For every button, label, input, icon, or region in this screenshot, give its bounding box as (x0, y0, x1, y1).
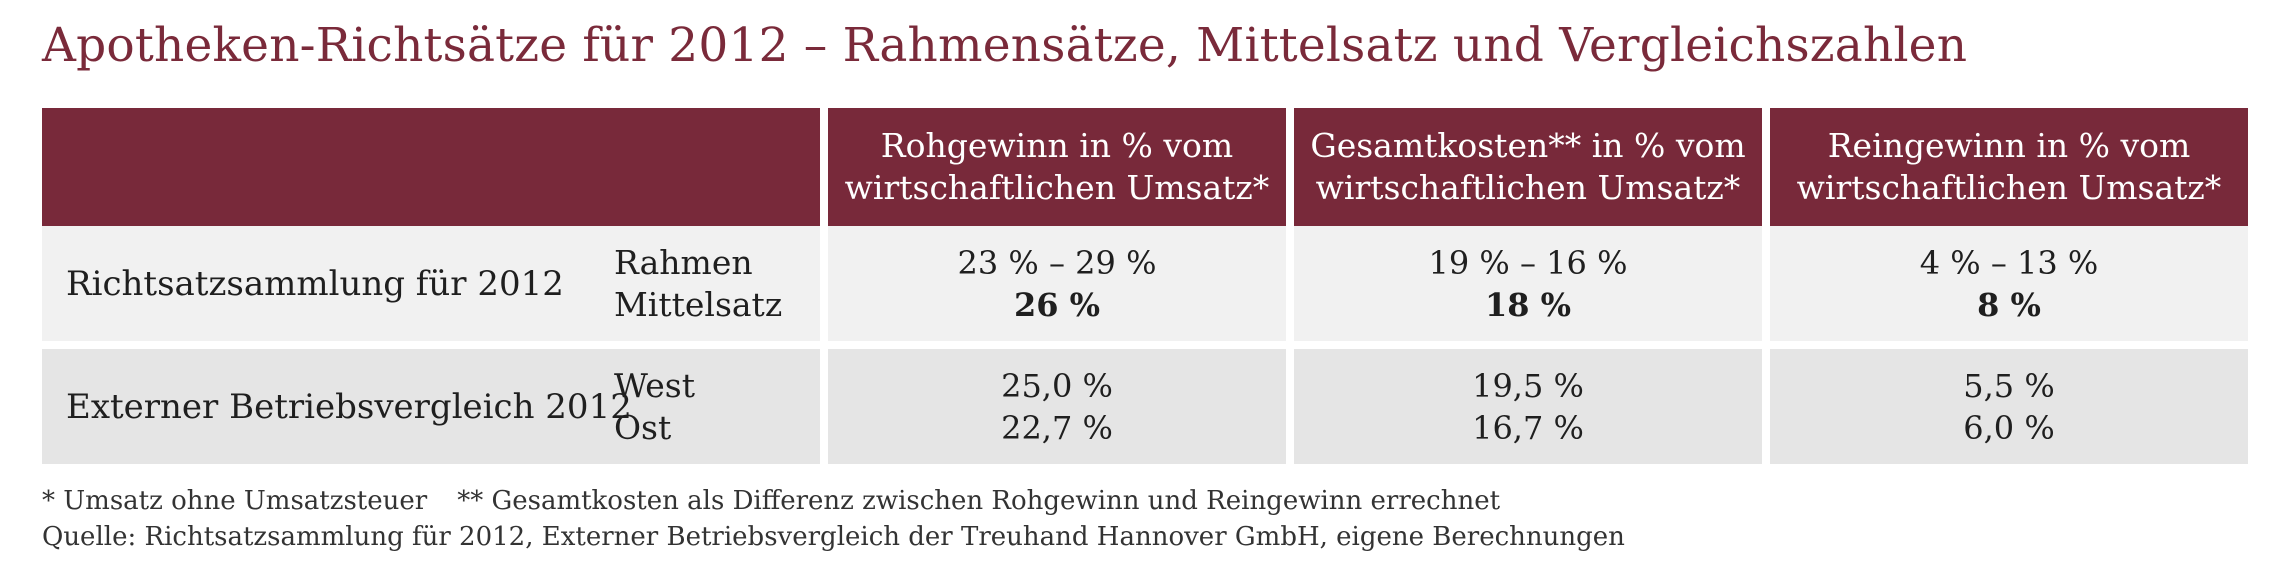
value-range: 4 % – 13 % (1919, 243, 2099, 282)
sublabel-mittelsatz: Mittelsatz (614, 284, 783, 324)
value-range: 23 % – 29 % (957, 243, 1157, 282)
data-table: Rohgewinn in % vom wirtschaftlichen Umsa… (42, 108, 2248, 464)
table-cell-gesamtkosten: 19 % – 16 % 18 % (1294, 226, 1762, 341)
row-sublabels: Rahmen Mittelsatz (614, 226, 782, 341)
value-ost: 6,0 % (1963, 408, 2055, 447)
value-mittelsatz: 8 % (1977, 285, 2041, 324)
value-west: 5,5 % (1963, 366, 2055, 405)
row-sublabels: West Ost (614, 349, 695, 464)
table-cell-rohgewinn: 23 % – 29 % 26 % (828, 226, 1286, 341)
header-rohgewinn-line2: wirtschaftlichen Umsatz* (844, 168, 1270, 207)
page-title: Apotheken-Richtsätze für 2012 – Rahmensä… (42, 18, 1968, 73)
value-west: 19,5 % (1472, 366, 1584, 405)
header-rohgewinn: Rohgewinn in % vom wirtschaftlichen Umsa… (828, 108, 1286, 226)
header-rohgewinn-line1: Rohgewinn in % vom (880, 126, 1234, 165)
header-reingewinn-line1: Reingewinn in % vom (1827, 126, 2191, 165)
table-cell-rohgewinn: 25,0 % 22,7 % (828, 349, 1286, 464)
footnotes: * Umsatz ohne Umsatzsteuer ** Gesamtkoste… (42, 486, 1500, 516)
table-cell-gesamtkosten: 19,5 % 16,7 % (1294, 349, 1762, 464)
value-ost: 16,7 % (1472, 408, 1584, 447)
sublabel-rahmen: Rahmen (614, 242, 753, 282)
value-range: 19 % – 16 % (1428, 243, 1628, 282)
table-cell-reingewinn: 5,5 % 6,0 % (1770, 349, 2248, 464)
header-empty-cell (42, 108, 820, 226)
table-row-label-cell: Richtsatzsammlung für 2012 Rahmen Mittel… (42, 226, 820, 341)
value-mittelsatz: 26 % (1013, 285, 1101, 324)
header-gesamtkosten-line1: Gesamtkosten** in % vom (1310, 126, 1746, 165)
header-reingewinn-line2: wirtschaftlichen Umsatz* (1796, 168, 2222, 207)
source-note: Quelle: Richtsatzsammlung für 2012, Exte… (42, 522, 1625, 552)
header-reingewinn: Reingewinn in % vom wirtschaftlichen Ums… (1770, 108, 2248, 226)
value-west: 25,0 % (1001, 366, 1113, 405)
sublabel-west: West (614, 365, 695, 405)
footnote-umsatz: * Umsatz ohne Umsatzsteuer (42, 486, 428, 516)
value-mittelsatz: 18 % (1484, 285, 1572, 324)
header-gesamtkosten-line2: wirtschaftlichen Umsatz* (1315, 168, 1741, 207)
table-row-label-cell: Externer Betriebsvergleich 2012 West Ost (42, 349, 820, 464)
row-label: Externer Betriebsvergleich 2012 (66, 386, 632, 427)
table-cell-reingewinn: 4 % – 13 % 8 % (1770, 226, 2248, 341)
footnote-gesamtkosten: ** Gesamtkosten als Differenz zwischen R… (457, 486, 1501, 516)
sublabel-ost: Ost (614, 407, 672, 447)
value-ost: 22,7 % (1001, 408, 1113, 447)
header-gesamtkosten: Gesamtkosten** in % vom wirtschaftlichen… (1294, 108, 1762, 226)
row-label: Richtsatzsammlung für 2012 (66, 263, 564, 304)
